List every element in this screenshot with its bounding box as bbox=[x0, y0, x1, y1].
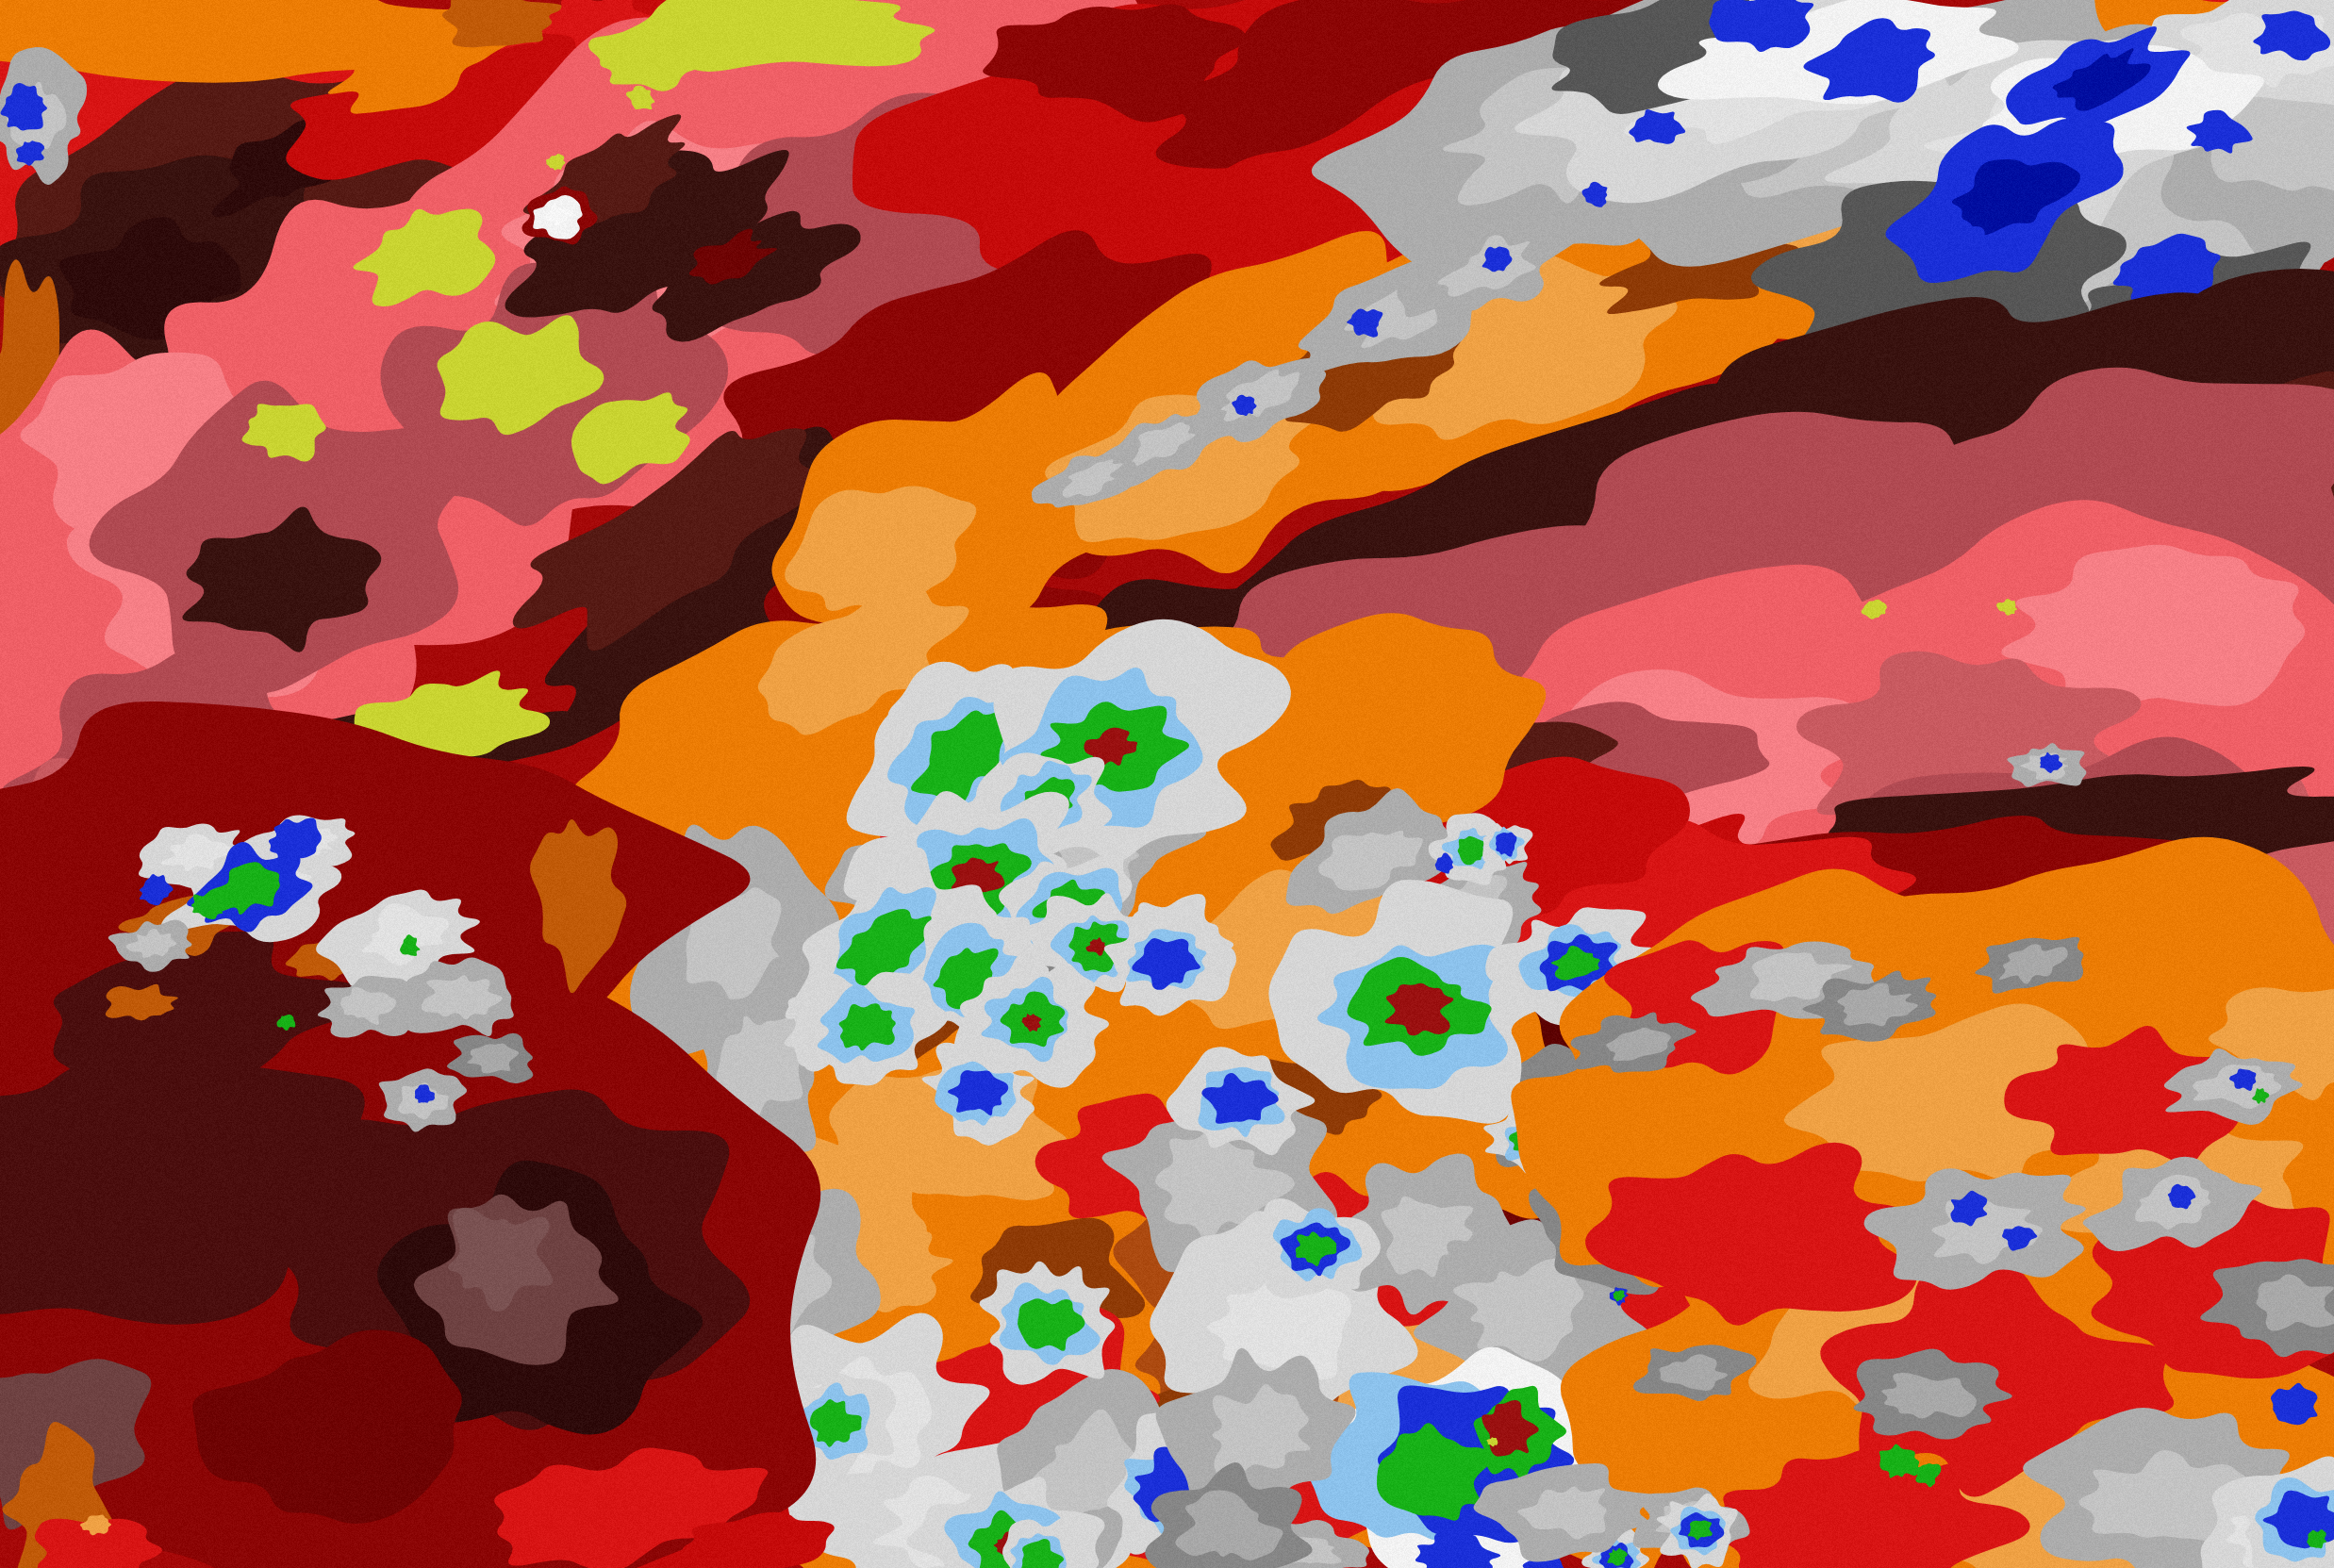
satellite-image-viewport bbox=[0, 0, 2334, 1568]
ir-satellite-canvas bbox=[0, 0, 2334, 1568]
